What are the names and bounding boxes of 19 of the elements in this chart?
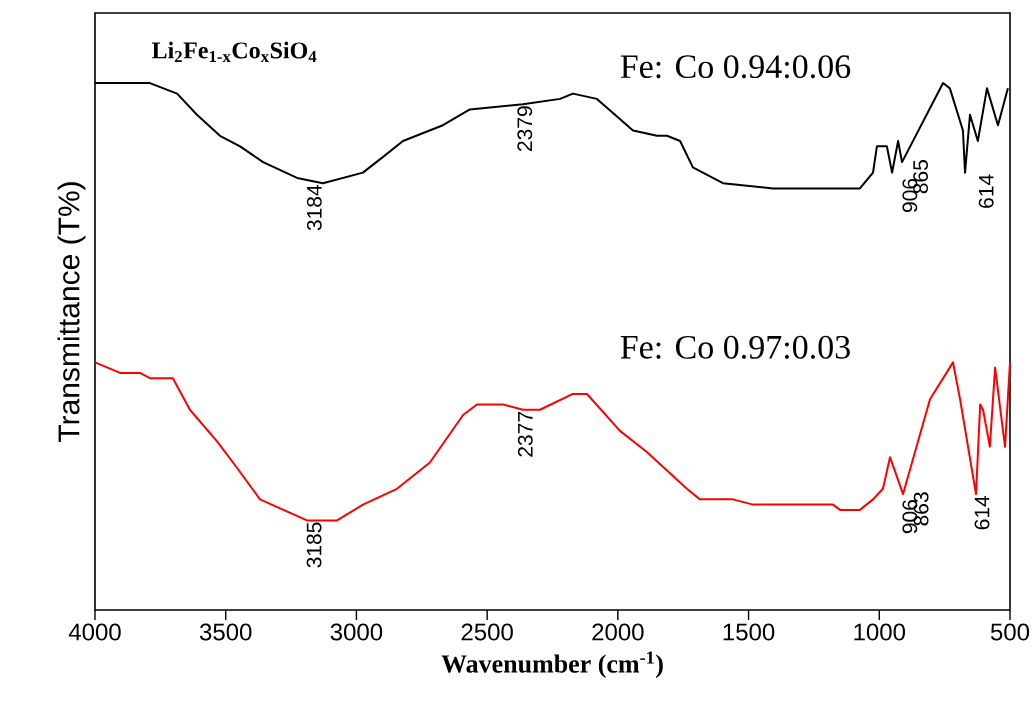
x-tick-label: 1500 (723, 623, 775, 641)
x-tick-label: 1000 (854, 623, 906, 641)
x-tick-label: 2000 (592, 623, 644, 641)
chart-title: Li$_{2}$Fe$_{1-x}$Co$_{x}$SiO$_{4}$ (152, 41, 317, 62)
x-tick-label: 3500 (199, 623, 252, 641)
x-tick-label: 2500 (461, 623, 513, 641)
annotation: 3184 (306, 185, 322, 231)
annotation: 614 (974, 495, 990, 530)
x-tick-label: 500 (990, 623, 1030, 641)
annotation: 3185 (306, 522, 322, 568)
y-axis-title: Transmittance (T%) (57, 182, 86, 442)
annotation: 2377 (517, 412, 533, 457)
x-axis-title: Wavenumber (cm$^{-1}$) (441, 651, 663, 678)
x-tick-label: 3000 (330, 623, 383, 641)
annotation: 2379 (517, 106, 533, 152)
x-tick-label: 4000 (68, 623, 121, 641)
series-label: Fe: Co 0.97:0.03 (620, 335, 850, 359)
series-label: Fe: Co 0.94:0.06 (620, 55, 851, 79)
annotation: 614 (978, 174, 994, 208)
